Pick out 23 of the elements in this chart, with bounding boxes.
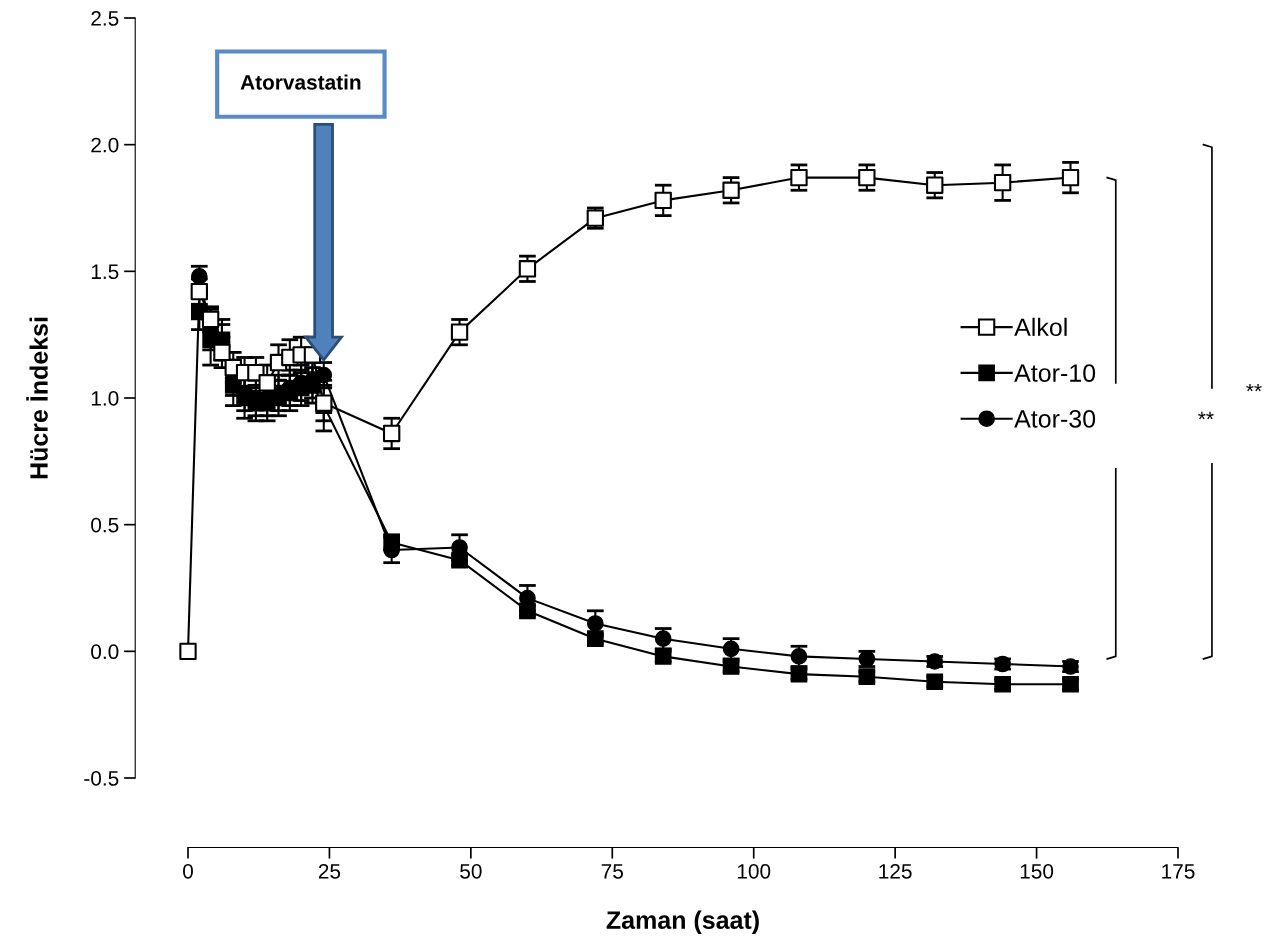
y-tick-label: 0.5 — [91, 517, 119, 533]
y-tick-label: 2.5 — [91, 11, 119, 26]
y-tick-label: 2.0 — [91, 137, 119, 153]
x-tick-label: 25 — [318, 863, 341, 879]
x-tick-label: 0 — [183, 863, 193, 879]
y-tick-label: 0.0 — [91, 644, 119, 660]
text: ** — [1246, 383, 1262, 392]
legend-label: Alkol — [1014, 317, 1067, 337]
y-axis-title: Hücre İndeksi — [26, 317, 48, 479]
legend-label: Ator-30 — [1014, 410, 1096, 428]
y-tick-label: 1.5 — [91, 264, 119, 280]
y-tick-label: -0.5 — [84, 771, 119, 786]
annotation: Atorvastatin — [240, 74, 361, 90]
x-tick-label: 100 — [737, 863, 771, 879]
y-tick-label: 1.0 — [91, 391, 119, 406]
x-tick-label: 50 — [460, 863, 482, 879]
x-axis-title: Zaman (saat) — [606, 910, 759, 934]
x-tick-label: 125 — [879, 863, 912, 879]
legend-label: Ator-10 — [1014, 364, 1096, 382]
x-tick-label: 150 — [1020, 863, 1054, 879]
x-tick-label: 75 — [601, 864, 623, 879]
x-tick-label: 175 — [1162, 864, 1195, 879]
text: ** — [1198, 411, 1214, 420]
